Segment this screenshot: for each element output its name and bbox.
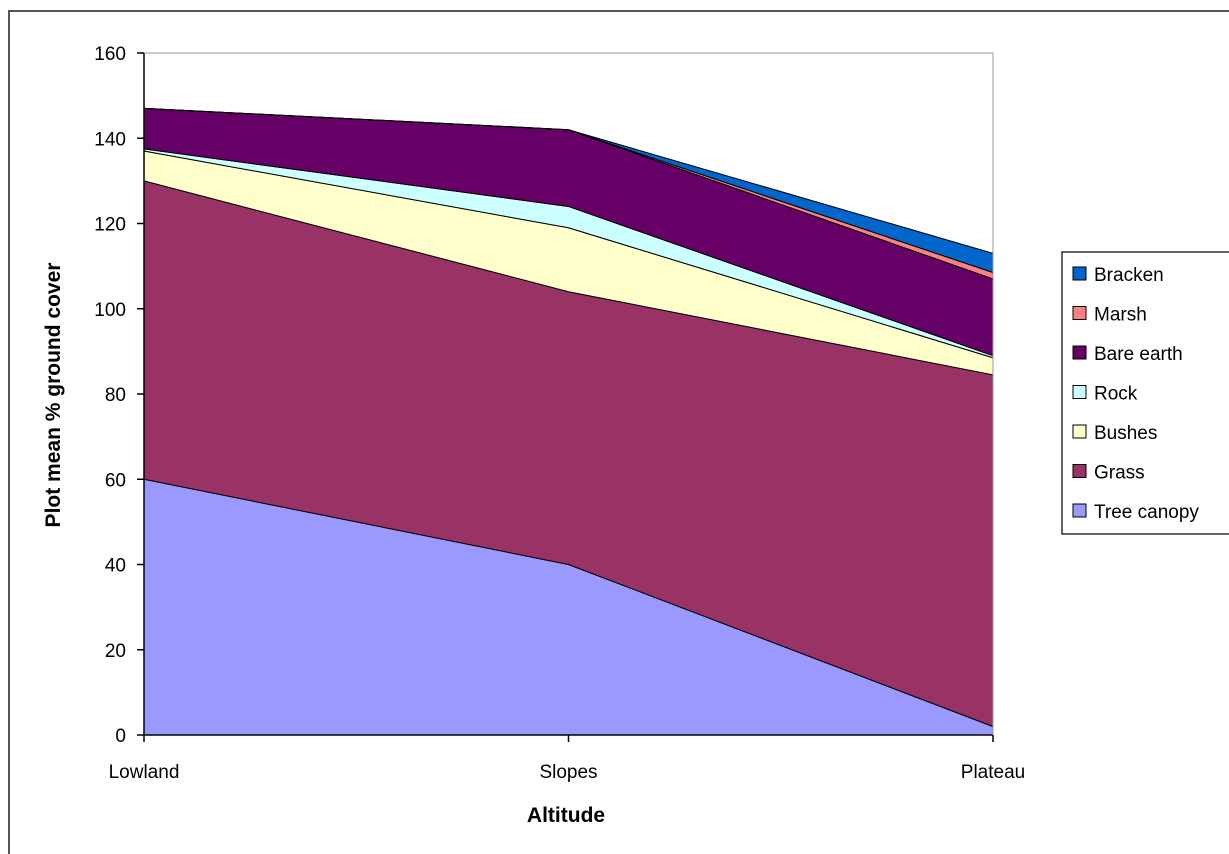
areas-layer <box>143 107 994 736</box>
legend-label-tree-canopy: Tree canopy <box>1094 502 1199 523</box>
x-tick-label: Plateau <box>961 762 1025 783</box>
legend-swatch-bare-earth <box>1072 345 1087 360</box>
legend-label-grass: Grass <box>1094 463 1145 484</box>
legend-label-marsh: Marsh <box>1094 305 1147 326</box>
legend-label-rock: Rock <box>1094 384 1138 405</box>
legend-swatch-rock <box>1072 385 1087 399</box>
legend-box <box>1061 251 1229 535</box>
y-tick-label: 80 <box>105 385 126 406</box>
legend-swatch-grass <box>1072 464 1087 478</box>
legend-items: Bracken Marsh Bare earth Rock Bushes Grass Tre… <box>1072 265 1199 523</box>
legend-swatch-marsh <box>1072 306 1087 320</box>
x-axis-title: Altitude <box>527 804 605 827</box>
y-tick-label: 40 <box>105 556 126 577</box>
x-ticks: Lowland Slopes Plateau <box>109 735 1025 783</box>
legend-swatch-tree-canopy <box>1072 503 1087 518</box>
x-tick-label: Lowland <box>109 762 180 783</box>
legend-label-bushes: Bushes <box>1094 423 1157 444</box>
legend-label-bracken: Bracken <box>1094 265 1164 286</box>
y-tick-label: 60 <box>105 470 126 491</box>
y-tick-label: 100 <box>94 300 126 321</box>
legend-swatch-bracken <box>1072 266 1087 281</box>
y-tick-label: 20 <box>105 641 126 662</box>
x-tick-label: Slopes <box>539 762 597 783</box>
y-tick-label: 140 <box>94 129 126 150</box>
y-ticks: 0 20 40 60 80 100 120 140 160 <box>94 44 144 747</box>
y-tick-label: 160 <box>94 44 126 65</box>
y-tick-label: 120 <box>94 215 126 236</box>
legend-label-bare-earth: Bare earth <box>1094 344 1183 365</box>
legend: Bracken Marsh Bare earth Rock Bushes Grass Tre… <box>1061 251 1229 535</box>
legend-swatch-bushes <box>1072 424 1087 439</box>
y-axis-title: Plot mean % ground cover <box>42 263 65 528</box>
y-tick-label: 0 <box>115 726 126 747</box>
